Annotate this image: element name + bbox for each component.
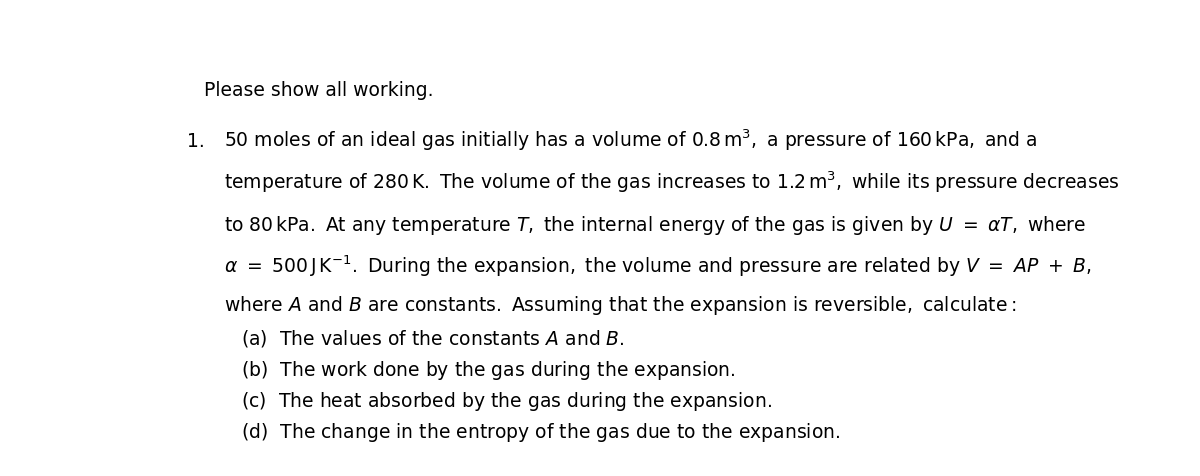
Text: $\mathregular{(d)\ \ The\ change\ in\ the\ entropy\ of\ the\ gas\ due\ to\ the\ : $\mathregular{(d)\ \ The\ change\ in\ th… [241, 421, 840, 444]
Text: $\mathregular{50\ moles\ of\ an\ ideal\ gas\ initially\ has\ a\ volume\ of\ 0.8\: $\mathregular{50\ moles\ of\ an\ ideal\ … [224, 128, 1038, 153]
Text: $\mathregular{(a)\ \ The\ values\ of\ the\ constants\ }$$\it{A}$$\mathregular{\ : $\mathregular{(a)\ \ The\ values\ of\ th… [241, 328, 625, 349]
Text: $\mathregular{to\ 80\,kPa.\ At\ any\ temperature\ }$$\it{T}$$\mathregular{,\ the: $\mathregular{to\ 80\,kPa.\ At\ any\ tem… [224, 214, 1086, 237]
Text: $\mathregular{where\ }$$\it{A}$$\mathregular{\ and\ }$$\it{B}$$\mathregular{\ ar: $\mathregular{where\ }$$\it{A}$$\mathreg… [224, 294, 1018, 317]
Text: $\mathregular{temperature\ of\ 280\,K.\ The\ volume\ of\ the\ gas\ increases\ to: $\mathregular{temperature\ of\ 280\,K.\ … [224, 169, 1120, 195]
Text: $\mathregular{(b)\ \ The\ work\ done\ by\ the\ gas\ during\ the\ expansion.}$: $\mathregular{(b)\ \ The\ work\ done\ by… [241, 359, 736, 382]
Text: Please show all working.: Please show all working. [204, 80, 433, 99]
Text: 1.: 1. [187, 132, 205, 151]
Text: $\mathregular{(c)\ \ The\ heat\ absorbed\ by\ the\ gas\ during\ the\ expansion.}: $\mathregular{(c)\ \ The\ heat\ absorbed… [241, 390, 772, 413]
Text: $\it{\alpha}$$\mathregular{\ =\ 500\,J\,K^{-1}.\ During\ the\ expansion,\ the\ v: $\it{\alpha}$$\mathregular{\ =\ 500\,J\,… [224, 254, 1092, 279]
